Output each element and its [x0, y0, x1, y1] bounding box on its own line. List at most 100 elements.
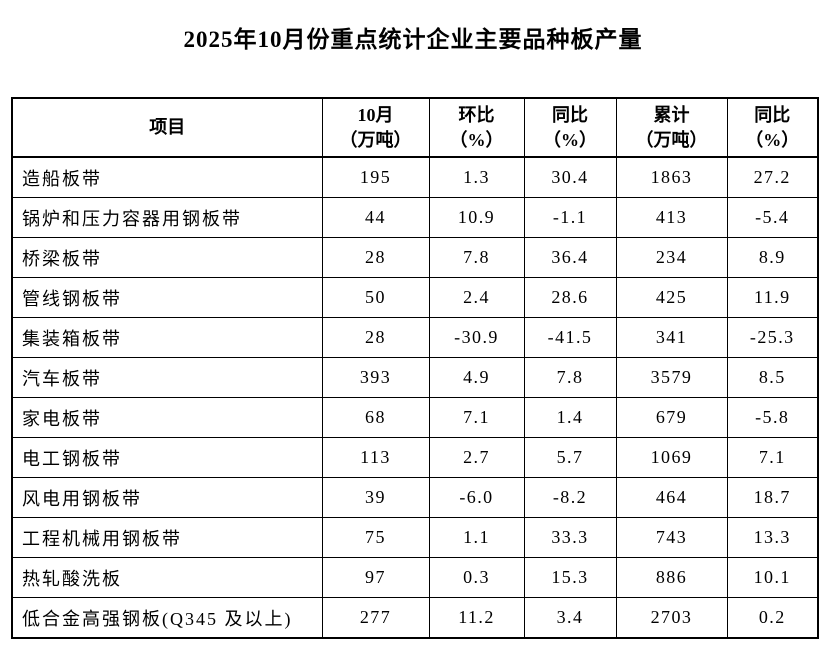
oct-value: 195: [321, 156, 430, 198]
col-header-mom: 环比 （%）: [428, 97, 525, 158]
cum-value: 234: [615, 237, 728, 278]
item-label: 家电板带: [11, 397, 323, 438]
table-row: 管线钢板带 50 2.4 28.6 425 11.9: [11, 277, 819, 318]
item-label: 电工钢板带: [11, 437, 323, 478]
cum-value: 886: [615, 557, 728, 598]
cum-yoy-value: 27.2: [726, 156, 819, 198]
table-row: 集装箱板带 28 -30.9 -41.5 341 -25.3: [11, 317, 819, 358]
cum-value: 679: [615, 397, 728, 438]
table-row: 电工钢板带 113 2.7 5.7 1069 7.1: [11, 437, 819, 478]
cum-value: 743: [615, 517, 728, 558]
cum-yoy-value: 13.3: [726, 517, 819, 558]
table-row: 工程机械用钢板带 75 1.1 33.3 743 13.3: [11, 517, 819, 558]
table-row: 锅炉和压力容器用钢板带 44 10.9 -1.1 413 -5.4: [11, 197, 819, 238]
col-header-unit: （万吨）: [635, 129, 708, 150]
production-table: 项目 10月 （万吨） 环比 （%） 同比 （%） 累计 （万吨）: [11, 97, 819, 639]
col-header-label: 同比: [754, 104, 791, 125]
cum-yoy-value: 10.1: [726, 557, 819, 598]
yoy-value: -8.2: [523, 477, 617, 518]
oct-value: 393: [321, 357, 430, 398]
cum-yoy-value: 0.2: [726, 597, 819, 639]
mom-value: 7.8: [428, 237, 525, 278]
yoy-value: 5.7: [523, 437, 617, 478]
cum-value: 413: [615, 197, 728, 238]
mom-value: 2.4: [428, 277, 525, 318]
table-row: 汽车板带 393 4.9 7.8 3579 8.5: [11, 357, 819, 398]
oct-value: 44: [321, 197, 430, 238]
item-label: 低合金高强钢板(Q345 及以上): [11, 597, 323, 639]
item-label: 锅炉和压力容器用钢板带: [11, 197, 323, 238]
item-label: 集装箱板带: [11, 317, 323, 358]
oct-value: 113: [321, 437, 430, 478]
yoy-value: 28.6: [523, 277, 617, 318]
cum-value: 1069: [615, 437, 728, 478]
yoy-value: 15.3: [523, 557, 617, 598]
oct-value: 75: [321, 517, 430, 558]
col-header-cum-yoy: 同比 （%）: [726, 97, 819, 158]
col-header-yoy: 同比 （%）: [523, 97, 617, 158]
table-row: 桥梁板带 28 7.8 36.4 234 8.9: [11, 237, 819, 278]
col-header-label: 环比: [458, 104, 495, 125]
cum-yoy-value: 8.9: [726, 237, 819, 278]
yoy-value: 1.4: [523, 397, 617, 438]
cum-yoy-value: -5.4: [726, 197, 819, 238]
yoy-value: -1.1: [523, 197, 617, 238]
table-header: 项目 10月 （万吨） 环比 （%） 同比 （%） 累计 （万吨）: [11, 97, 819, 158]
oct-value: 68: [321, 397, 430, 438]
col-header-unit: （%）: [449, 129, 504, 150]
mom-value: 0.3: [428, 557, 525, 598]
cum-yoy-value: 11.9: [726, 277, 819, 318]
yoy-value: 36.4: [523, 237, 617, 278]
mom-value: 7.1: [428, 397, 525, 438]
header-row: 项目 10月 （万吨） 环比 （%） 同比 （%） 累计 （万吨）: [11, 97, 819, 158]
oct-value: 97: [321, 557, 430, 598]
item-label: 汽车板带: [11, 357, 323, 398]
mom-value: 11.2: [428, 597, 525, 639]
cum-value: 425: [615, 277, 728, 318]
yoy-value: -41.5: [523, 317, 617, 358]
table-row: 低合金高强钢板(Q345 及以上) 277 11.2 3.4 2703 0.2: [11, 597, 819, 639]
cum-value: 464: [615, 477, 728, 518]
col-header-unit: （万吨）: [339, 129, 412, 150]
cum-yoy-value: -5.8: [726, 397, 819, 438]
col-header-label: 同比: [552, 104, 588, 125]
mom-value: 1.3: [428, 156, 525, 198]
mom-value: 2.7: [428, 437, 525, 478]
item-label: 热轧酸洗板: [11, 557, 323, 598]
cum-value: 2703: [615, 597, 728, 639]
yoy-value: 30.4: [523, 156, 617, 198]
page-title: 2025年10月份重点统计企业主要品种板产量: [183, 27, 643, 52]
item-label: 造船板带: [11, 156, 323, 198]
table-body: 造船板带 195 1.3 30.4 1863 27.2 锅炉和压力容器用钢板带 …: [11, 156, 819, 639]
cum-value: 341: [615, 317, 728, 358]
table-row: 热轧酸洗板 97 0.3 15.3 886 10.1: [11, 557, 819, 598]
item-label: 风电用钢板带: [11, 477, 323, 518]
oct-value: 50: [321, 277, 430, 318]
cum-yoy-value: 18.7: [726, 477, 819, 518]
table-row: 造船板带 195 1.3 30.4 1863 27.2: [11, 156, 819, 198]
oct-value: 28: [321, 317, 430, 358]
yoy-value: 3.4: [523, 597, 617, 639]
mom-value: 10.9: [428, 197, 525, 238]
col-header-label: 累计: [653, 104, 690, 125]
yoy-value: 7.8: [523, 357, 617, 398]
mom-value: 1.1: [428, 517, 525, 558]
cum-value: 1863: [615, 156, 728, 198]
oct-value: 28: [321, 237, 430, 278]
cum-yoy-value: 7.1: [726, 437, 819, 478]
mom-value: 4.9: [428, 357, 525, 398]
yoy-value: 33.3: [523, 517, 617, 558]
col-header-unit: （%）: [745, 129, 800, 150]
oct-value: 39: [321, 477, 430, 518]
oct-value: 277: [321, 597, 430, 639]
mom-value: -6.0: [428, 477, 525, 518]
table-row: 风电用钢板带 39 -6.0 -8.2 464 18.7: [11, 477, 819, 518]
cum-yoy-value: -25.3: [726, 317, 819, 358]
col-header-label: 项目: [149, 117, 186, 137]
cum-yoy-value: 8.5: [726, 357, 819, 398]
item-label: 工程机械用钢板带: [11, 517, 323, 558]
col-header-oct: 10月 （万吨）: [321, 97, 430, 158]
cum-value: 3579: [615, 357, 728, 398]
col-header-unit: （%）: [543, 129, 597, 150]
